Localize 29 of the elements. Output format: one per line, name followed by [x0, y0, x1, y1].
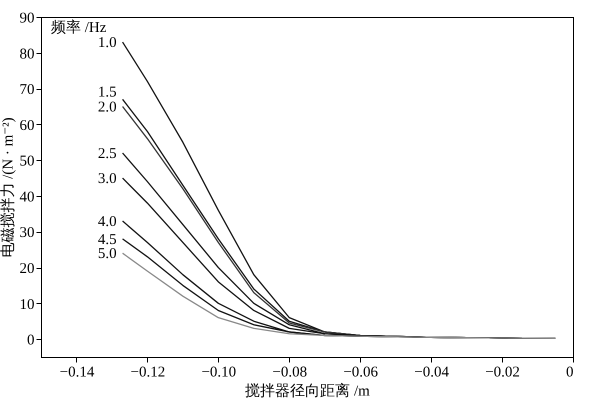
series-label: 5.0 — [98, 246, 117, 262]
x-tick-label: −0.14 — [60, 364, 95, 380]
y-tick-label: 20 — [20, 261, 34, 278]
y-tick-label: 10 — [20, 296, 34, 313]
series-label: 2.0 — [98, 99, 117, 116]
x-tick-label: −0.04 — [414, 364, 450, 380]
x-tick-label: 0 — [566, 364, 574, 380]
y-tick-label: 0 — [27, 332, 34, 349]
y-tick-label: 30 — [20, 225, 34, 242]
x-tick-label: −0.06 — [343, 364, 379, 380]
series-label: 1.0 — [98, 35, 117, 52]
y-tick-label: 60 — [20, 118, 34, 134]
series-label: 4.5 — [98, 232, 117, 248]
series-label: 3.0 — [98, 171, 117, 188]
y-axis-title: 电磁搅拌力 /(N · m⁻²) — [0, 117, 16, 258]
y-tick-label: 50 — [20, 154, 34, 170]
y-tick-label: 90 — [20, 10, 34, 26]
x-tick-label: −0.10 — [201, 364, 236, 380]
legend-title: 频率 /Hz — [51, 19, 107, 36]
series-label: 4.0 — [98, 214, 117, 230]
y-tick-label: 40 — [20, 189, 34, 206]
x-tick-label: −0.08 — [272, 364, 308, 380]
series-label: 2.5 — [98, 146, 117, 162]
x-tick-label: −0.12 — [130, 364, 166, 380]
y-tick-label: 80 — [20, 46, 34, 62]
series-label: 1.5 — [98, 84, 117, 100]
y-tick-label: 70 — [20, 82, 34, 98]
x-tick-label: −0.02 — [485, 364, 520, 380]
x-axis-title: 搅拌器径向距离 /m — [245, 382, 370, 400]
